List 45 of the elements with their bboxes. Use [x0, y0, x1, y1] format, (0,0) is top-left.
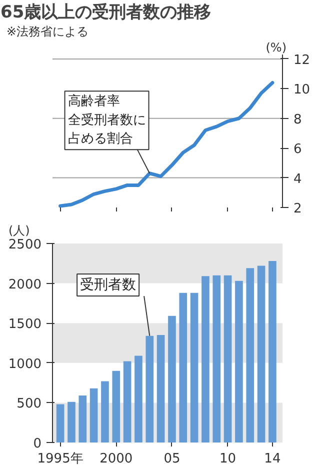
x-tick-label: 14 — [264, 452, 281, 466]
bar — [202, 276, 210, 442]
y-axis-title: (人) — [8, 224, 30, 238]
bar — [246, 268, 254, 442]
y-tick-label: 10 — [294, 82, 310, 98]
bar — [190, 292, 198, 442]
y-tick-label: 500 — [16, 396, 42, 412]
bar — [168, 316, 176, 442]
y-tick-label: 1500 — [8, 317, 42, 332]
bar — [123, 361, 132, 442]
bar — [179, 292, 188, 442]
bar — [224, 275, 232, 442]
bar — [235, 280, 243, 442]
annotation: 全受刑者数に占める割合 — [68, 112, 146, 147]
y-tick-label: 2500 — [8, 238, 42, 252]
text: ※法務省による — [6, 24, 89, 38]
bar — [146, 336, 154, 442]
bar — [78, 396, 87, 442]
y-tick-label: 0 — [33, 436, 42, 452]
bar — [212, 275, 221, 442]
chart-title: 65歳以上の受刑者数の推移 — [0, 2, 212, 22]
bar — [68, 402, 76, 442]
y-tick-label: 8 — [294, 112, 302, 128]
x-tick-label: 05 — [164, 452, 180, 466]
bar — [268, 261, 276, 442]
text: 受刑者数 — [80, 277, 136, 294]
y-tick-label: 2 — [294, 202, 302, 216]
y-axis-title: (%) — [266, 40, 286, 54]
bar — [90, 388, 98, 442]
y-tick-label: 12 — [294, 52, 310, 68]
bar — [156, 335, 165, 442]
bar — [134, 356, 142, 442]
bar — [101, 381, 109, 442]
line-series — [58, 80, 274, 208]
y-tick-label: 1000 — [8, 356, 42, 372]
text: 高齢者率 — [68, 93, 120, 110]
x-tick-label: 10 — [220, 452, 236, 466]
y-tick-label: 4 — [294, 172, 302, 187]
y-tick-label: 6 — [294, 142, 302, 158]
x-tick-label: 1995年 — [37, 452, 84, 466]
bar — [56, 404, 64, 442]
y-tick-label: 2000 — [8, 277, 42, 292]
x-tick-label: 2000 — [100, 452, 133, 466]
bar — [112, 370, 120, 442]
bar — [257, 266, 266, 442]
